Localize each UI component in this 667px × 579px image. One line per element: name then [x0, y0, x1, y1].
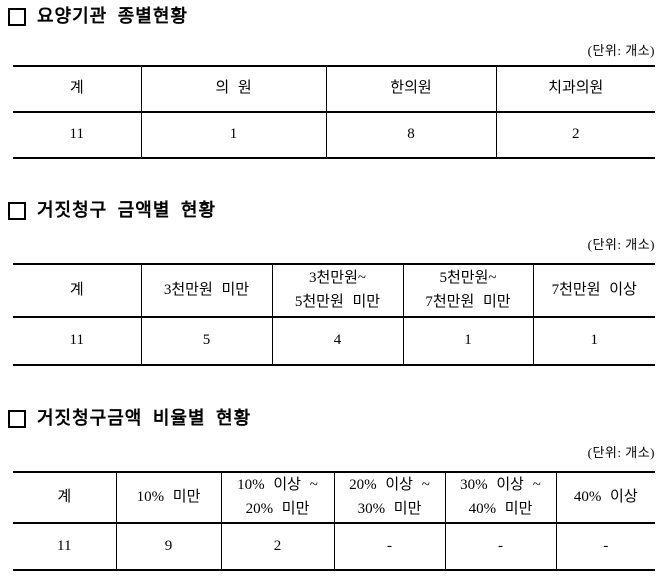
header-cell: 10% 이상 ~ 20% 미만 — [220, 472, 334, 524]
data-cell: 2 — [495, 112, 655, 158]
header-cell: 20% 이상 ~ 30% 미만 — [333, 472, 445, 524]
section-care-institution-types: 요양기관 종별현황 (단위: 개소) 계 의 원 한의원 치과의원 11 1 8… — [0, 5, 667, 159]
table-data-row: 11 5 4 1 1 — [13, 317, 655, 365]
data-cell: 11 — [69, 332, 84, 349]
square-bullet-icon — [8, 7, 26, 26]
header-cell: 3천만원 미만 — [140, 264, 272, 318]
table-header-row: 계 3천만원 미만 3천만원~ 5천만원 미만 5천만원~ 7천만원 미만 7천… — [13, 264, 655, 318]
unit-label: (단위: 개소) — [587, 237, 655, 252]
header-cell: 7천만원 이상 — [532, 264, 655, 318]
section-title-text: 거짓청구금액 비율별 현황 — [37, 408, 252, 428]
table-header-row: 계 의 원 한의원 치과의원 — [13, 66, 655, 113]
table-data-row: 11 9 2 - - - — [13, 523, 655, 570]
false-claim-amount-table: 계 3천만원 미만 3천만원~ 5천만원 미만 5천만원~ 7천만원 미만 7천… — [13, 263, 655, 366]
header-cell: 의 원 — [140, 66, 326, 113]
data-cell: - — [444, 523, 556, 570]
data-cell: - — [333, 523, 445, 570]
care-institution-type-table: 계 의 원 한의원 치과의원 11 1 8 2 — [13, 65, 655, 159]
data-cell: 1 — [402, 317, 533, 365]
section-false-claim-by-ratio: 거짓청구금액 비율별 현황 (단위: 개소) 계 10% 미만 10% 이상 ~… — [0, 407, 667, 571]
data-cell: 8 — [325, 112, 496, 158]
data-cell: 11 — [69, 126, 84, 143]
data-cell: 1 — [532, 317, 655, 365]
false-claim-ratio-table: 계 10% 미만 10% 이상 ~ 20% 미만 20% 이상 ~ 30% 미만… — [13, 471, 655, 571]
data-cell: 11 — [57, 537, 72, 554]
section-false-claim-by-amount: 거짓청구 금액별 현황 (단위: 개소) 계 3천만원 미만 3천만원~ 5천만… — [0, 199, 667, 366]
section-title: 요양기관 종별현황 — [8, 5, 667, 28]
table-header-row: 계 10% 미만 10% 이상 ~ 20% 미만 20% 이상 ~ 30% 미만… — [13, 472, 655, 524]
unit-label: (단위: 개소) — [587, 445, 655, 460]
header-cell: 치과의원 — [495, 66, 655, 113]
data-cell: 1 — [140, 112, 326, 158]
table-data-row: 11 1 8 2 — [13, 112, 655, 158]
section-title: 거짓청구금액 비율별 현황 — [8, 407, 667, 430]
section-title-text: 거짓청구 금액별 현황 — [37, 200, 217, 220]
square-bullet-icon — [8, 409, 26, 428]
header-cell: 3천만원~ 5천만원 미만 — [271, 264, 403, 318]
data-cell: 4 — [271, 317, 403, 365]
header-cell: 40% 이상 — [555, 472, 655, 524]
section-title: 거짓청구 금액별 현황 — [8, 199, 667, 222]
section-title-text: 요양기관 종별현황 — [37, 6, 188, 26]
unit-label: (단위: 개소) — [587, 43, 655, 58]
square-bullet-icon — [8, 201, 26, 220]
data-cell: 9 — [115, 523, 221, 570]
data-cell: 2 — [220, 523, 334, 570]
header-cell: 5천만원~ 7천만원 미만 — [402, 264, 533, 318]
header-cell: 계 — [13, 264, 141, 318]
header-cell: 한의원 — [325, 66, 496, 113]
data-cell: 5 — [140, 317, 272, 365]
header-cell: 30% 이상 ~ 40% 미만 — [444, 472, 556, 524]
header-cell: 10% 미만 — [115, 472, 221, 524]
header-cell: 계 — [13, 66, 141, 113]
data-cell: - — [555, 523, 655, 570]
header-cell: 계 — [13, 472, 116, 524]
